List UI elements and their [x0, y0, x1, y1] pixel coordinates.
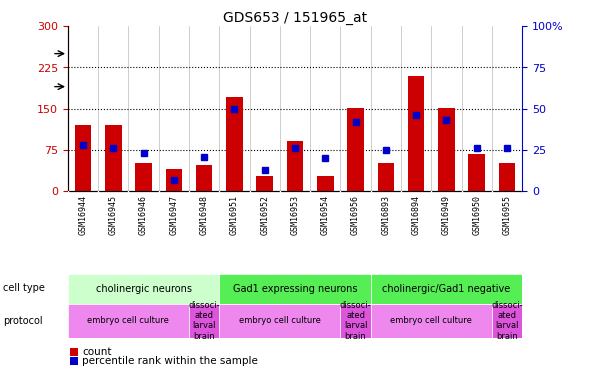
Bar — [492, 304, 522, 338]
Text: GSM16949: GSM16949 — [442, 195, 451, 236]
Bar — [226, 97, 242, 191]
Text: GSM16954: GSM16954 — [321, 195, 330, 236]
Bar — [340, 304, 371, 338]
Text: GSM16952: GSM16952 — [260, 195, 269, 236]
Text: GSM16951: GSM16951 — [230, 195, 239, 236]
Bar — [70, 357, 78, 365]
Text: embryo cell culture: embryo cell culture — [391, 316, 472, 325]
Bar — [189, 304, 219, 338]
Title: GDS653 / 151965_at: GDS653 / 151965_at — [223, 11, 367, 25]
Text: GSM16953: GSM16953 — [290, 195, 300, 236]
Bar — [219, 304, 340, 338]
Bar — [408, 76, 424, 191]
Text: GSM16948: GSM16948 — [199, 195, 209, 236]
Text: cholinergic/Gad1 negative: cholinergic/Gad1 negative — [382, 284, 510, 294]
Bar — [196, 165, 212, 191]
Bar — [468, 154, 485, 191]
Text: GSM16945: GSM16945 — [109, 195, 118, 236]
Text: cell type: cell type — [3, 284, 45, 293]
Text: GSM16956: GSM16956 — [351, 195, 360, 236]
Bar — [348, 108, 364, 191]
Text: embryo cell culture: embryo cell culture — [87, 316, 169, 325]
Text: GSM16893: GSM16893 — [381, 195, 391, 236]
Bar — [105, 125, 122, 191]
Bar — [219, 274, 371, 304]
Bar — [68, 304, 189, 338]
Text: embryo cell culture: embryo cell culture — [239, 316, 321, 325]
Bar — [499, 163, 515, 191]
Text: GSM16946: GSM16946 — [139, 195, 148, 236]
Bar — [438, 108, 455, 191]
Text: GSM16947: GSM16947 — [169, 195, 178, 236]
Bar — [378, 163, 394, 191]
Text: percentile rank within the sample: percentile rank within the sample — [82, 356, 258, 366]
Text: Gad1 expressing neurons: Gad1 expressing neurons — [232, 284, 358, 294]
Bar — [75, 125, 91, 191]
Text: GSM16944: GSM16944 — [78, 195, 87, 236]
Text: GSM16894: GSM16894 — [412, 195, 421, 236]
Bar — [371, 274, 522, 304]
Text: cholinergic neurons: cholinergic neurons — [96, 284, 192, 294]
Bar — [70, 348, 78, 356]
Bar — [135, 163, 152, 191]
Text: protocol: protocol — [3, 316, 42, 326]
Bar — [317, 176, 333, 191]
Text: GSM16950: GSM16950 — [472, 195, 481, 236]
Bar — [287, 141, 303, 191]
Text: count: count — [82, 347, 112, 357]
Bar — [166, 169, 182, 191]
Text: GSM16955: GSM16955 — [503, 195, 512, 236]
Bar — [68, 274, 219, 304]
Text: dissoci-
ated
larval
brain: dissoci- ated larval brain — [188, 300, 220, 341]
Text: dissoci-
ated
larval
brain: dissoci- ated larval brain — [491, 300, 523, 341]
Text: dissoci-
ated
larval
brain: dissoci- ated larval brain — [340, 300, 371, 341]
Bar — [371, 304, 492, 338]
Bar — [257, 176, 273, 191]
